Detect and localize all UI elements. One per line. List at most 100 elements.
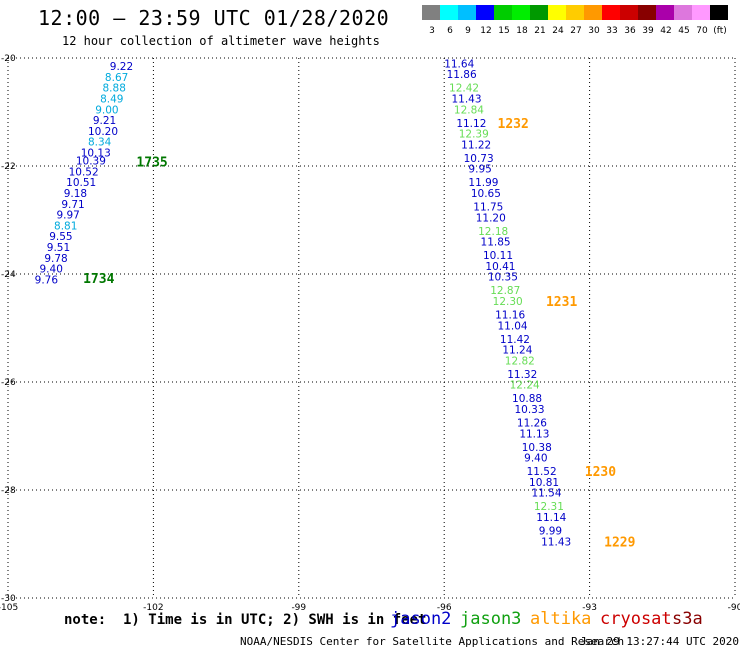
scale-swatch bbox=[656, 5, 674, 20]
wave-height-value: 10.38 bbox=[522, 442, 552, 454]
y-tick-label: -24 bbox=[1, 270, 16, 280]
scale-label: 30 bbox=[588, 26, 600, 36]
wave-height-value: 9.40 bbox=[524, 453, 547, 465]
scale-swatch bbox=[674, 5, 692, 20]
wave-height-value: 11.24 bbox=[502, 345, 532, 357]
wave-height-value: 12.82 bbox=[505, 355, 535, 367]
wave-height-value: 10.52 bbox=[69, 166, 99, 178]
wave-height-value: 12.24 bbox=[510, 380, 540, 392]
scale-swatch bbox=[530, 5, 548, 20]
wave-height-value: 12.18 bbox=[478, 226, 508, 238]
y-tick-label: -20 bbox=[1, 54, 16, 64]
legend-altika: altika bbox=[530, 609, 592, 629]
scale-label: 3 bbox=[429, 26, 435, 36]
wave-height-value: 11.32 bbox=[507, 369, 537, 381]
wave-height-value: 11.54 bbox=[531, 488, 561, 500]
wave-height-value: 8.34 bbox=[88, 137, 112, 149]
footnote: note: 1) Time is in UTC; 2) SWH is in fe… bbox=[64, 612, 427, 628]
wave-height-value: 9.40 bbox=[40, 264, 63, 276]
wave-height-value: 10.88 bbox=[512, 393, 542, 405]
wave-height-value: 11.85 bbox=[481, 237, 511, 249]
wave-height-value: 10.11 bbox=[483, 250, 513, 262]
scale-swatch bbox=[710, 5, 728, 20]
scale-swatch bbox=[422, 5, 440, 20]
wave-height-value: 9.22 bbox=[110, 61, 133, 73]
pass-time-label: 1229 bbox=[604, 535, 635, 550]
wave-height-value: 11.13 bbox=[519, 428, 549, 440]
scale-label: 24 bbox=[552, 26, 564, 36]
pass-time-label: 1734 bbox=[83, 272, 114, 287]
wave-height-value: 11.52 bbox=[527, 466, 557, 478]
y-tick-label: -22 bbox=[1, 162, 16, 172]
wave-height-value: 12.87 bbox=[490, 285, 520, 297]
x-tick-label: -90 bbox=[728, 603, 740, 613]
wave-height-value: 11.26 bbox=[517, 418, 547, 430]
pass-time-label: 1230 bbox=[585, 465, 616, 480]
wave-height-value: 9.71 bbox=[61, 199, 84, 211]
scale-swatch bbox=[638, 5, 656, 20]
wave-height-value: 11.43 bbox=[541, 536, 571, 548]
scale-swatch bbox=[602, 5, 620, 20]
x-tick-label: -99 bbox=[291, 603, 306, 613]
wave-height-value: 8.67 bbox=[105, 72, 128, 84]
wave-height-value: 9.97 bbox=[56, 210, 79, 222]
wave-height-value: 8.88 bbox=[103, 83, 126, 95]
timestamp: Jan 29 13:27:44 UTC 2020 bbox=[580, 635, 739, 648]
wave-height-value: 9.00 bbox=[95, 104, 118, 116]
wave-height-value: 11.86 bbox=[447, 69, 477, 81]
wave-height-value: 9.95 bbox=[468, 164, 491, 176]
pass-time-label: 1231 bbox=[546, 295, 577, 310]
wave-height-value: 9.18 bbox=[64, 188, 87, 200]
scale-swatch bbox=[458, 5, 476, 20]
scale-swatch bbox=[476, 5, 494, 20]
legend-jason2: jason2 bbox=[390, 609, 452, 629]
scale-swatch bbox=[548, 5, 566, 20]
wave-height-value: 12.39 bbox=[459, 129, 489, 141]
wave-height-value: 10.81 bbox=[529, 477, 559, 489]
wave-height-value: 9.99 bbox=[539, 526, 562, 538]
credit-line: NOAA/NESDIS Center for Satellite Applica… bbox=[240, 635, 625, 648]
scale-swatch bbox=[440, 5, 458, 20]
wave-height-value: 11.42 bbox=[500, 334, 530, 346]
y-tick-label: -30 bbox=[1, 594, 16, 604]
scale-swatch bbox=[584, 5, 602, 20]
wave-height-value: 11.14 bbox=[536, 512, 566, 524]
y-tick-label: -26 bbox=[1, 378, 16, 388]
wave-height-value: 9.21 bbox=[93, 115, 116, 127]
wave-height-value: 10.13 bbox=[81, 148, 111, 160]
scale-label: 45 bbox=[678, 26, 689, 36]
page-title: 12:00 – 23:59 UTC 01/28/2020 bbox=[38, 6, 390, 30]
wave-height-value: 11.43 bbox=[451, 94, 481, 106]
color-scale: 3 6 9 12 15 18 21 24 27 30 33 36 39 42 45 70 (ft) bbox=[422, 5, 728, 36]
scale-label: 39 bbox=[642, 26, 654, 36]
wave-height-value: 10.73 bbox=[464, 153, 494, 165]
pass-time-label: 1232 bbox=[498, 117, 529, 132]
scale-swatch bbox=[620, 5, 638, 20]
wave-height-value: 10.33 bbox=[514, 404, 544, 416]
scale-label: 33 bbox=[606, 26, 617, 36]
scale-label: 21 bbox=[534, 26, 545, 36]
scale-label: 36 bbox=[624, 26, 636, 36]
wave-height-value: 9.76 bbox=[35, 274, 59, 286]
scale-label: 6 bbox=[447, 26, 453, 36]
wave-height-value: 11.16 bbox=[495, 310, 525, 322]
x-tick-label: -105 bbox=[0, 603, 18, 613]
wave-height-value: 11.22 bbox=[461, 139, 491, 151]
wave-height-value: 12.30 bbox=[493, 296, 523, 308]
wave-height-value: 10.65 bbox=[471, 188, 501, 200]
wave-height-value: 12.31 bbox=[534, 501, 564, 513]
legend-jason3: jason3 bbox=[460, 609, 522, 629]
wave-height-value: 9.55 bbox=[49, 231, 72, 243]
wave-height-value: 9.78 bbox=[44, 253, 67, 265]
wave-height-value: 10.51 bbox=[66, 177, 96, 189]
wave-height-value: 11.04 bbox=[498, 320, 528, 332]
wave-height-value: 12.42 bbox=[449, 83, 479, 95]
wave-height-value: 11.12 bbox=[456, 118, 486, 130]
scale-label: (ft) bbox=[713, 26, 727, 36]
y-tick-label: -28 bbox=[1, 486, 16, 496]
wave-height-value: 12.84 bbox=[454, 104, 484, 116]
scale-label: 18 bbox=[516, 26, 528, 36]
wave-height-value: 9.51 bbox=[47, 242, 70, 254]
wave-height-value: 10.41 bbox=[485, 261, 515, 273]
